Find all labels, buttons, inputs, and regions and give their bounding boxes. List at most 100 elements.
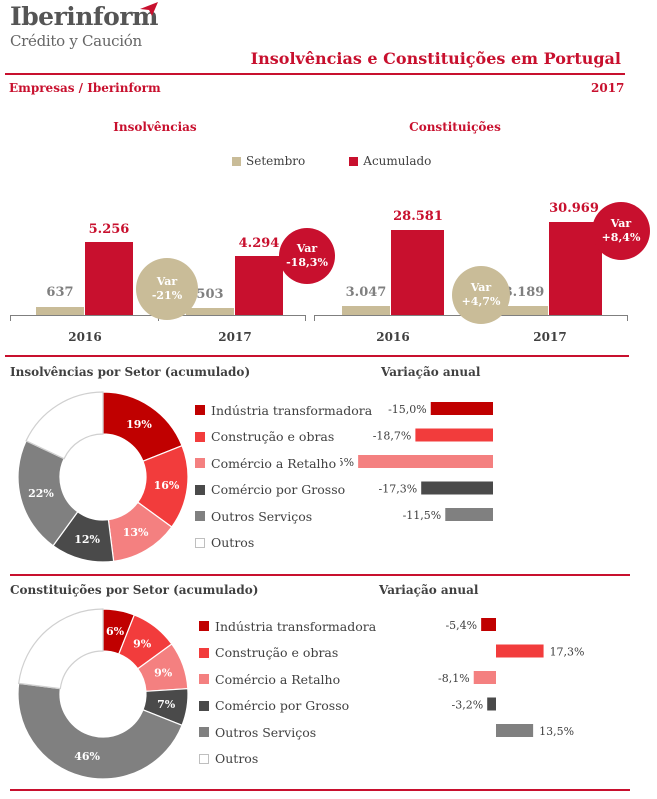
variation-bar (481, 618, 496, 631)
donut-label: 46% (74, 750, 100, 763)
var-bubble-value: -18,3% (286, 256, 328, 269)
sector-legend-item: Comércio a Retalho (199, 666, 376, 693)
sector-swatch (195, 458, 205, 469)
donut-label: 9% (133, 637, 152, 650)
sector-legend-insolvencias: Indústria transformadora Construção e ob… (195, 397, 372, 556)
sector-legend-item: Outros Serviços (195, 503, 372, 530)
bar-insolvencias-setembro-2017 (186, 308, 234, 315)
variation-chart-insolvencias: -15,0% -18,7% -32,5% -17,3% -11,5% (340, 402, 493, 522)
source-label: Empresas / Iberinform (9, 81, 161, 95)
sector-swatch (199, 727, 209, 738)
sector-legend-item: Outros (199, 746, 376, 773)
year-insolvencias-2016: 2016 (68, 330, 102, 344)
sector-legend-item: Outros (195, 530, 372, 557)
sector-legend-item: Comércio por Grosso (195, 477, 372, 504)
donut-label: 6% (106, 625, 125, 638)
bar-label-constituicoes-setembro-2017: 3.189 (503, 285, 545, 300)
bar-label-constituicoes-acumulado-2017: 30.969 (549, 201, 599, 216)
bar-label-insolvencias-setembro-2016: 637 (46, 285, 74, 300)
bar-label-insolvencias-acumulado-2017: 4.294 (238, 236, 280, 251)
variation-bar (430, 402, 493, 415)
variation-label: -5,4% (445, 619, 477, 632)
donut-label: 9% (154, 666, 173, 679)
sector-swatch (195, 484, 205, 495)
sector-swatch (195, 511, 205, 522)
bar-insolvencias-acumulado-2016 (85, 242, 133, 315)
sector-legend-constituicoes: Indústria transformadora Construção e ob… (199, 613, 376, 772)
year-label: 2017 (591, 81, 625, 95)
bar-label-constituicoes-setembro-2016: 3.047 (345, 285, 387, 300)
sector-label: Outros Serviços (215, 724, 317, 740)
donut-label: 13% (123, 526, 149, 539)
section-divider-1 (5, 355, 629, 357)
var-bubble-value: +8,4% (601, 231, 641, 244)
variation-label: -15,0% (388, 403, 427, 416)
bar-insolvencias-acumulado-2017 (235, 256, 283, 315)
variation-label: 17,3% (550, 646, 585, 659)
donut-slice (17, 608, 104, 690)
bar-label-insolvencias-acumulado-2016: 5.256 (88, 222, 130, 237)
variation-label: 13,5% (539, 725, 574, 738)
sector-swatch (195, 405, 205, 416)
variation-label: -11,5% (403, 509, 442, 522)
variation-bar (496, 724, 534, 737)
sector-swatch (199, 674, 209, 685)
sector-label: Indústria transformadora (211, 402, 373, 418)
donut-label: 19% (126, 418, 152, 431)
sector-swatch (199, 647, 209, 658)
donut-slice (25, 391, 104, 460)
sector-label: Construção e obras (215, 645, 339, 661)
var-bubble-insolvencias-acumulado: Var -18,3% (279, 228, 335, 284)
sector-swatch (199, 753, 209, 764)
var-bubble-label: Var (470, 281, 492, 294)
donut-label: 7% (157, 698, 176, 711)
variation-title-constituicoes: Variação anual (379, 583, 479, 597)
sector-label: Outros (215, 751, 259, 767)
var-bubble-label: Var (296, 242, 318, 255)
donut-slice (17, 440, 79, 547)
legend-label-setembro: Setembro (246, 154, 306, 168)
page-title: Insolvências e Constituições em Portugal (250, 49, 621, 68)
bar-insolvencias-setembro-2016 (36, 307, 84, 315)
variation-label: -17,3% (379, 483, 418, 496)
sector-legend-item: Indústria transformadora (199, 613, 376, 640)
year-insolvencias-2017: 2017 (218, 330, 252, 344)
plane-logo-icon (140, 2, 158, 16)
donut-label: 22% (28, 487, 54, 500)
sector-label: Outros (211, 535, 255, 551)
variation-bar (487, 697, 496, 711)
sector-label: Construção e obras (211, 429, 335, 445)
variation-bar (358, 455, 493, 468)
insolvencias-title: Insolvências (113, 120, 197, 134)
sector-label: Comércio a Retalho (211, 455, 337, 471)
variation-bar (445, 508, 493, 521)
year-constituicoes-2017: 2017 (533, 330, 567, 344)
sector-swatch (199, 700, 209, 711)
var-bubble-value: +4,7% (461, 295, 501, 308)
section-divider-2 (10, 574, 630, 576)
sector-label: Indústria transformadora (215, 618, 377, 634)
var-bubble-constituicoes-setembro: Var +4,7% (452, 266, 510, 324)
sector-swatch (195, 537, 205, 548)
constituicoes-title: Constituições (409, 120, 501, 134)
sector-label: Outros Serviços (211, 508, 313, 524)
sector-label: Comércio a Retalho (215, 671, 341, 687)
sector-legend-item: Outros Serviços (199, 719, 376, 746)
brand-logo-name: Iberinform (10, 2, 158, 31)
year-constituicoes-2016: 2016 (376, 330, 410, 344)
var-bubble-label: Var (156, 275, 178, 288)
donut-slice (17, 682, 183, 780)
sector-legend-item: Construção e obras (199, 640, 376, 667)
footer-divider (10, 789, 630, 791)
variation-title-insolvencias: Variação anual (381, 365, 481, 379)
sector-label: Comércio por Grosso (215, 698, 350, 714)
legend-label-acumulado: Acumulado (363, 154, 432, 168)
variation-bar (496, 644, 544, 658)
var-bubble-insolvencias-setembro: Var -21% (136, 258, 198, 320)
bar-constituicoes-setembro-2016 (342, 306, 390, 315)
variation-label: -18,7% (373, 430, 412, 443)
panel-title-insolvencias: Insolvências por Setor (acumulado) (10, 365, 251, 379)
sector-legend-item: Construção e obras (195, 424, 372, 451)
variation-bar (421, 481, 493, 495)
sector-swatch (199, 621, 209, 632)
